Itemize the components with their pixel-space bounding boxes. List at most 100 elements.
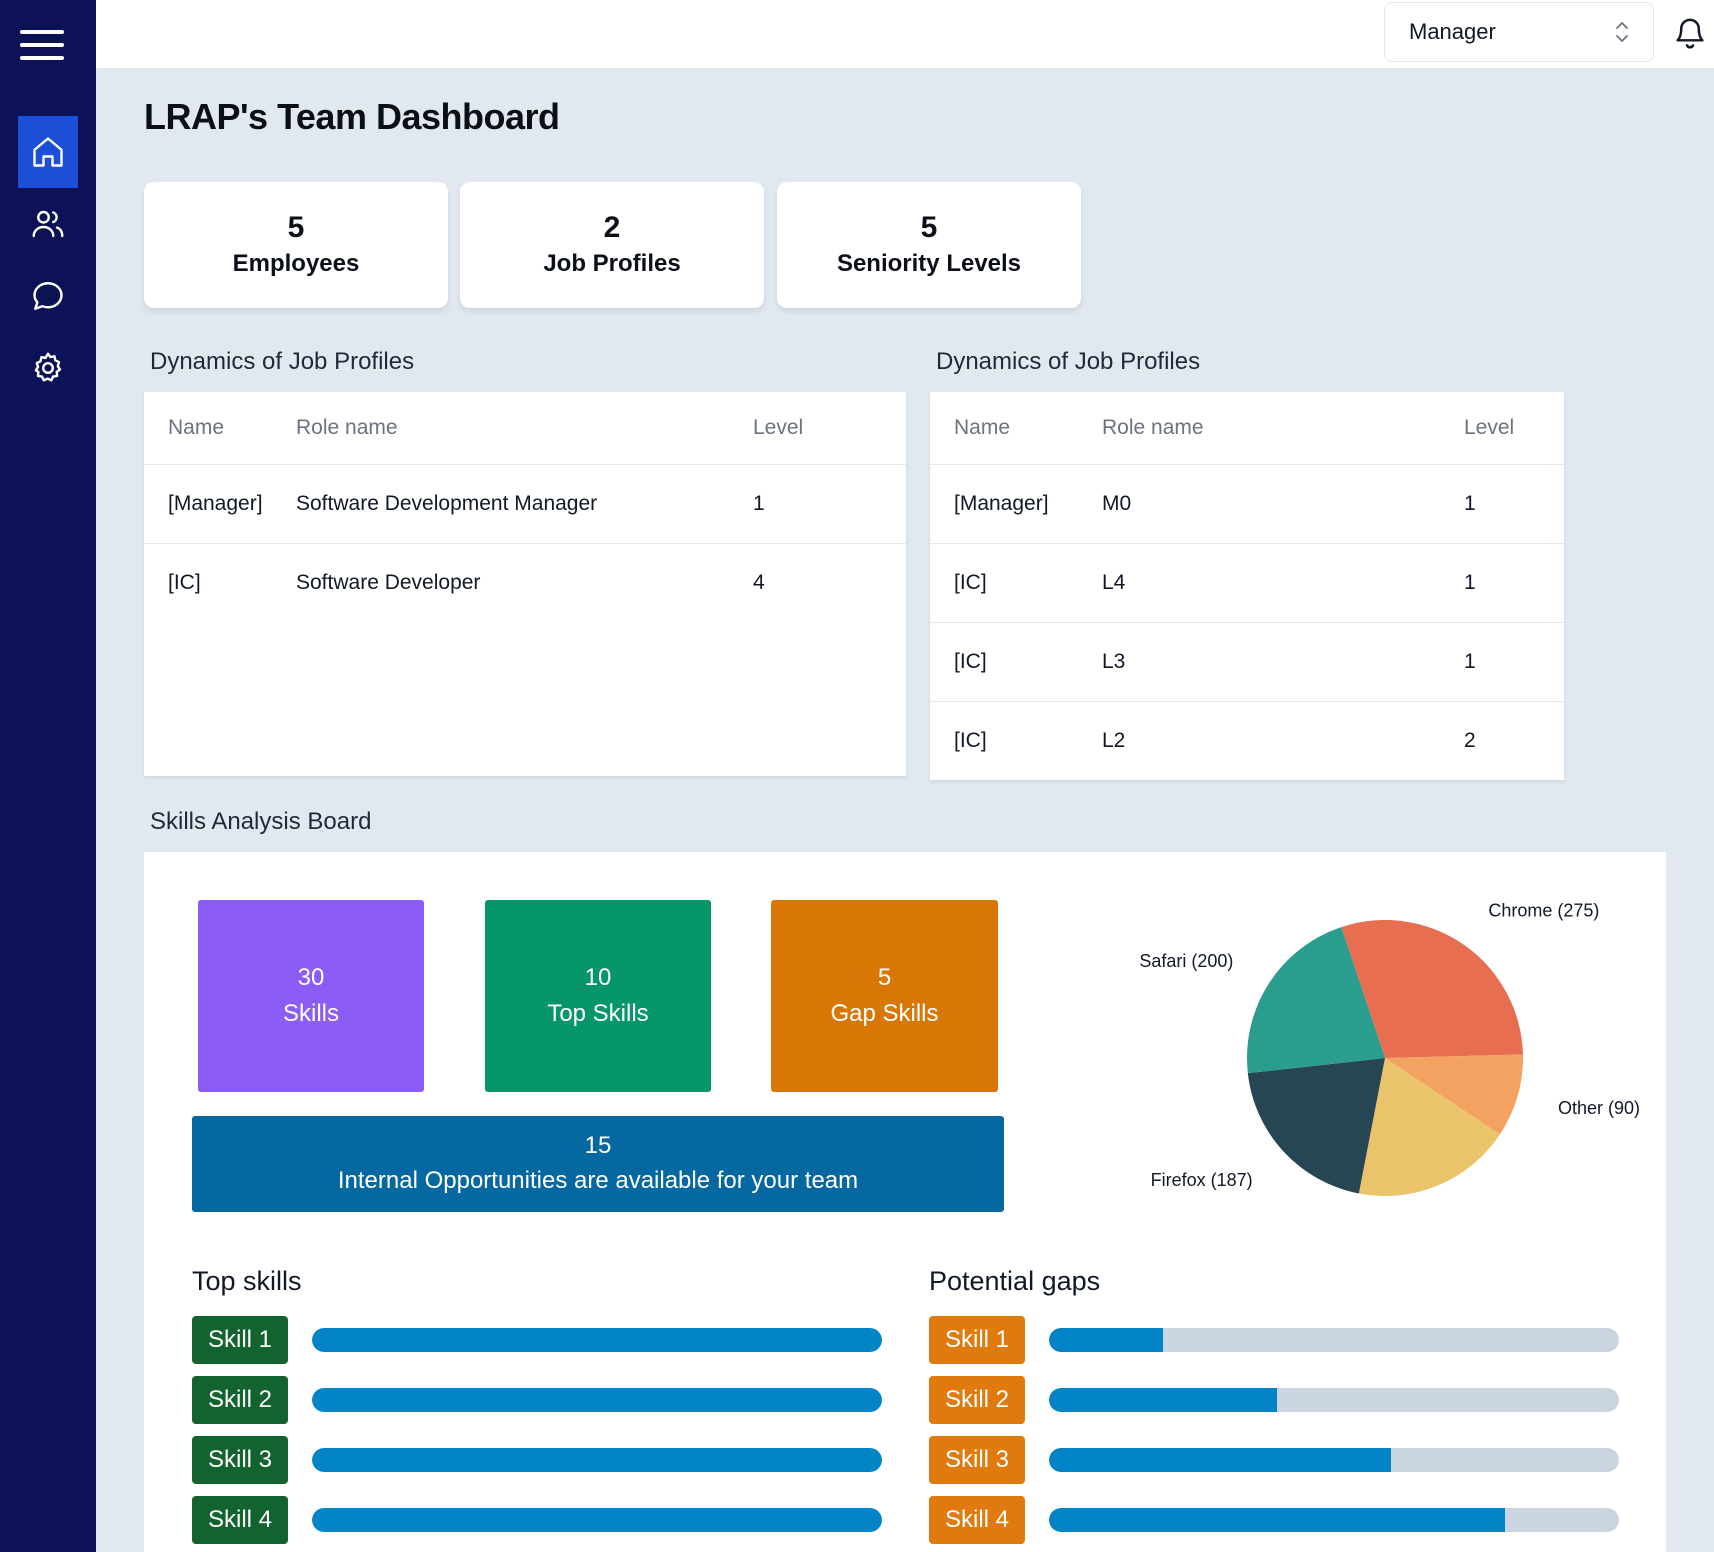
table-row: [IC] Software Developer 4 <box>144 543 906 622</box>
home-icon <box>33 137 63 167</box>
top-skill-row: Skill 4 <box>192 1496 892 1544</box>
table-row: [Manager] M0 1 <box>930 464 1564 544</box>
pie-label-firefox: Firefox (187) <box>1151 1170 1253 1190</box>
gap-skill-row: Skill 3 <box>929 1436 1629 1484</box>
stat-label: Job Profiles <box>543 249 681 277</box>
skill-progress-fill <box>1049 1448 1391 1472</box>
skill-progress-bar <box>312 1448 882 1472</box>
table-cell: [Manager] <box>144 464 296 544</box>
table-cell: Software Development Manager <box>296 464 753 544</box>
skill-badge[interactable]: Skill 4 <box>929 1496 1025 1544</box>
nav-team[interactable] <box>18 188 78 260</box>
top-skill-row: Skill 3 <box>192 1436 892 1484</box>
page-title: LRAP's Team Dashboard <box>144 96 560 137</box>
gap-skill-row: Skill 4 <box>929 1496 1629 1544</box>
pie-slice-edge[interactable] <box>1358 1058 1500 1196</box>
tile-value: 30 <box>297 964 325 991</box>
column-header: Name <box>930 392 1102 465</box>
browser-pie-chart: Chrome (275)Other (90)Edge (173)Firefox … <box>1034 872 1664 1234</box>
job-profiles-table-left: Name Role name Level [Manager] Software … <box>144 392 906 776</box>
table-cell: Software Developer <box>296 570 481 594</box>
table-row: [IC] L3 1 <box>930 622 1564 702</box>
tile-label: Top Skills <box>547 1000 649 1027</box>
skill-progress-fill <box>312 1448 882 1472</box>
column-header: Role name <box>296 392 753 465</box>
table-cell: 1 <box>753 464 906 544</box>
role-select[interactable]: Manager <box>1384 2 1654 62</box>
nav-messages[interactable] <box>18 260 78 332</box>
table-cell: L3 <box>1102 622 1464 702</box>
nav-home[interactable] <box>18 116 78 188</box>
gap-skill-row: Skill 1 <box>929 1316 1629 1364</box>
table-header-row: Name Role name Level <box>930 392 1564 465</box>
skill-badge[interactable]: Skill 4 <box>192 1496 288 1544</box>
top-skills-tile[interactable]: 10 Top Skills <box>485 900 711 1092</box>
table-cell: [IC] <box>168 570 201 594</box>
table-cell: 1 <box>1464 464 1564 544</box>
tile-value: 10 <box>584 964 612 991</box>
menu-icon[interactable] <box>20 30 64 60</box>
table-cell: 4 <box>753 570 765 594</box>
table-cell: [IC] <box>930 622 1102 702</box>
topbar: Manager <box>96 0 1714 68</box>
stat-value: 2 <box>603 211 621 245</box>
chevron-up-down-icon <box>1616 22 1628 42</box>
opportunities-label: Internal Opportunities are available for… <box>337 1167 859 1194</box>
internal-opportunities-banner[interactable]: 15 Internal Opportunities are available … <box>192 1116 1004 1212</box>
pie-chart-svg: Chrome (275)Other (90)Edge (173)Firefox … <box>1139 901 1640 1234</box>
chat-bubble-icon <box>33 282 63 310</box>
column-header: Role name <box>1102 392 1464 465</box>
table-cell: [IC] <box>930 543 1102 623</box>
bell-icon[interactable] <box>1672 14 1708 52</box>
left-table-title: Dynamics of Job Profiles <box>150 348 415 375</box>
skill-badge[interactable]: Skill 2 <box>192 1376 288 1424</box>
skill-badge[interactable]: Skill 2 <box>929 1376 1025 1424</box>
stat-card-employees: 5 Employees <box>144 182 448 308</box>
top-skills-title: Top skills <box>192 1266 302 1296</box>
pie-label-safari: Safari (200) <box>1139 951 1233 971</box>
skill-progress-bar <box>1049 1448 1619 1472</box>
table-row: [Manager] Software Development Manager 1 <box>144 464 906 544</box>
top-skill-row: Skill 1 <box>192 1316 892 1364</box>
skill-badge[interactable]: Skill 1 <box>192 1316 288 1364</box>
skill-progress-fill <box>312 1388 882 1412</box>
nav-settings[interactable] <box>18 332 78 404</box>
skills-analysis-board: 30 Skills 10 Top Skills 5 Gap Skills 15 … <box>144 852 1666 1552</box>
table-row: [IC] L4 1 <box>930 543 1564 623</box>
table-cell: L2 <box>1102 728 1126 752</box>
skill-badge[interactable]: Skill 3 <box>192 1436 288 1484</box>
job-profiles-table-right: Name Role name Level [Manager] M0 1 [IC]… <box>930 392 1564 780</box>
table-cell: L4 <box>1102 543 1464 623</box>
stat-card-seniority-levels: 5 Seniority Levels <box>777 182 1081 308</box>
potential-gaps-title: Potential gaps <box>929 1266 1101 1296</box>
table-cell: 2 <box>1464 728 1476 752</box>
pie-slice-safari[interactable] <box>1247 927 1385 1074</box>
users-icon <box>32 210 64 238</box>
role-select-value: Manager <box>1409 19 1496 44</box>
tile-label: Skills <box>282 1000 339 1027</box>
opportunities-value: 15 <box>584 1132 612 1160</box>
skills-board-title: Skills Analysis Board <box>150 808 372 835</box>
pie-label-other: Other (90) <box>1558 1098 1640 1118</box>
skill-progress-fill <box>312 1328 882 1352</box>
skill-progress-bar <box>312 1508 882 1532</box>
pie-slice-other[interactable] <box>1385 1054 1523 1135</box>
pie-slice-firefox[interactable] <box>1247 1058 1385 1194</box>
skill-badge[interactable]: Skill 3 <box>929 1436 1025 1484</box>
table-row: [IC] L2 2 <box>930 701 1564 780</box>
skill-progress-bar <box>312 1388 882 1412</box>
gap-skills-tile[interactable]: 5 Gap Skills <box>771 900 998 1092</box>
skill-progress-fill <box>1049 1508 1505 1532</box>
skill-badge[interactable]: Skill 1 <box>929 1316 1025 1364</box>
pie-slice-chrome[interactable] <box>1341 920 1523 1058</box>
gap-skill-row: Skill 2 <box>929 1376 1629 1424</box>
skill-progress-bar <box>1049 1328 1619 1352</box>
sidebar <box>0 0 96 1552</box>
table-header-row: Name Role name Level <box>144 392 906 465</box>
table-cell: [IC] <box>954 728 987 752</box>
skill-progress-fill <box>312 1508 882 1532</box>
skills-tile[interactable]: 30 Skills <box>198 900 424 1092</box>
pie-label-chrome: Chrome (275) <box>1488 901 1599 921</box>
table-cell: 1 <box>1464 622 1564 702</box>
right-table-title: Dynamics of Job Profiles <box>936 348 1201 375</box>
